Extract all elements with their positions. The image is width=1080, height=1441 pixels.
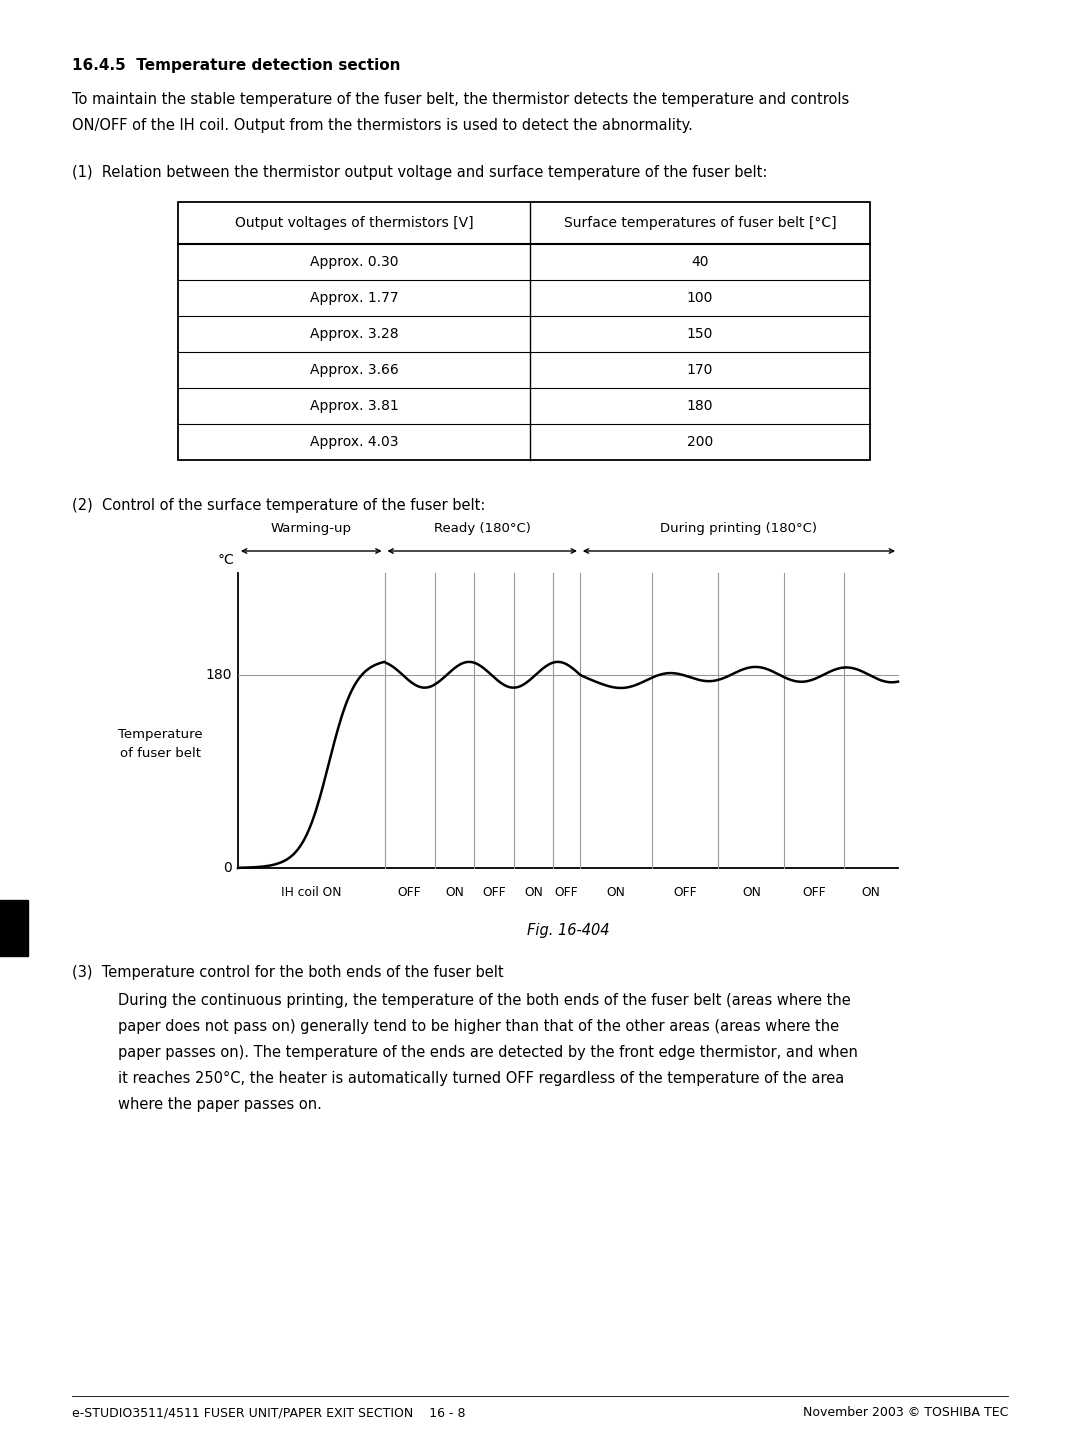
Text: ON: ON [607,886,625,899]
Text: IH coil ON: IH coil ON [281,886,341,899]
Text: ON: ON [862,886,880,899]
Text: OFF: OFF [555,886,579,899]
Text: To maintain the stable temperature of the fuser belt, the thermistor detects the: To maintain the stable temperature of th… [72,92,849,107]
Text: Surface temperatures of fuser belt [°C]: Surface temperatures of fuser belt [°C] [564,216,836,231]
Text: OFF: OFF [802,886,826,899]
Text: OFF: OFF [483,886,505,899]
Text: Warming-up: Warming-up [271,522,352,535]
Text: 170: 170 [687,363,713,378]
Text: 100: 100 [687,291,713,305]
Text: November 2003 © TOSHIBA TEC: November 2003 © TOSHIBA TEC [802,1406,1008,1419]
Text: 16: 16 [3,921,25,935]
Bar [178,202,870,460]
Text: Approx. 1.77: Approx. 1.77 [310,291,399,305]
Text: Ready (180°C): Ready (180°C) [434,522,530,535]
Text: Temperature
of fuser belt: Temperature of fuser belt [118,728,202,759]
Text: During the continuous printing, the temperature of the both ends of the fuser be: During the continuous printing, the temp… [118,993,851,1009]
Text: 16.4.5  Temperature detection section: 16.4.5 Temperature detection section [72,58,401,73]
Bar [0,901,28,955]
Text: (3)  Temperature control for the both ends of the fuser belt: (3) Temperature control for the both end… [72,965,503,980]
Text: 0: 0 [224,862,232,875]
Text: ON: ON [445,886,464,899]
Text: Fig. 16-404: Fig. 16-404 [527,924,609,938]
Text: e-STUDIO3511/4511 FUSER UNIT/PAPER EXIT SECTION    16 - 8: e-STUDIO3511/4511 FUSER UNIT/PAPER EXIT … [72,1406,465,1419]
Text: Approx. 3.66: Approx. 3.66 [310,363,399,378]
Text: 40: 40 [691,255,708,269]
Text: ON: ON [524,886,543,899]
Text: Output voltages of thermistors [V]: Output voltages of thermistors [V] [234,216,473,231]
Text: (2)  Control of the surface temperature of the fuser belt:: (2) Control of the surface temperature o… [72,499,485,513]
Text: OFF: OFF [397,886,421,899]
Text: 200: 200 [687,435,713,450]
Text: Approx. 3.28: Approx. 3.28 [310,327,399,342]
Text: (1)  Relation between the thermistor output voltage and surface temperature of t: (1) Relation between the thermistor outp… [72,166,768,180]
Text: 180: 180 [687,399,713,414]
Text: 180: 180 [205,667,232,682]
Text: °C: °C [217,553,234,566]
Text: where the paper passes on.: where the paper passes on. [118,1097,322,1112]
Text: it reaches 250°C, the heater is automatically turned OFF regardless of the tempe: it reaches 250°C, the heater is automati… [118,1071,845,1087]
Text: Approx. 3.81: Approx. 3.81 [310,399,399,414]
Text: During printing (180°C): During printing (180°C) [661,522,818,535]
Text: 150: 150 [687,327,713,342]
Text: ON/OFF of the IH coil. Output from the thermistors is used to detect the abnorma: ON/OFF of the IH coil. Output from the t… [72,118,693,133]
Text: paper does not pass on) generally tend to be higher than that of the other areas: paper does not pass on) generally tend t… [118,1019,839,1035]
Text: Approx. 4.03: Approx. 4.03 [310,435,399,450]
Text: paper passes on). The temperature of the ends are detected by the front edge the: paper passes on). The temperature of the… [118,1045,858,1061]
Text: Approx. 0.30: Approx. 0.30 [310,255,399,269]
Text: ON: ON [742,886,761,899]
Text: OFF: OFF [674,886,698,899]
